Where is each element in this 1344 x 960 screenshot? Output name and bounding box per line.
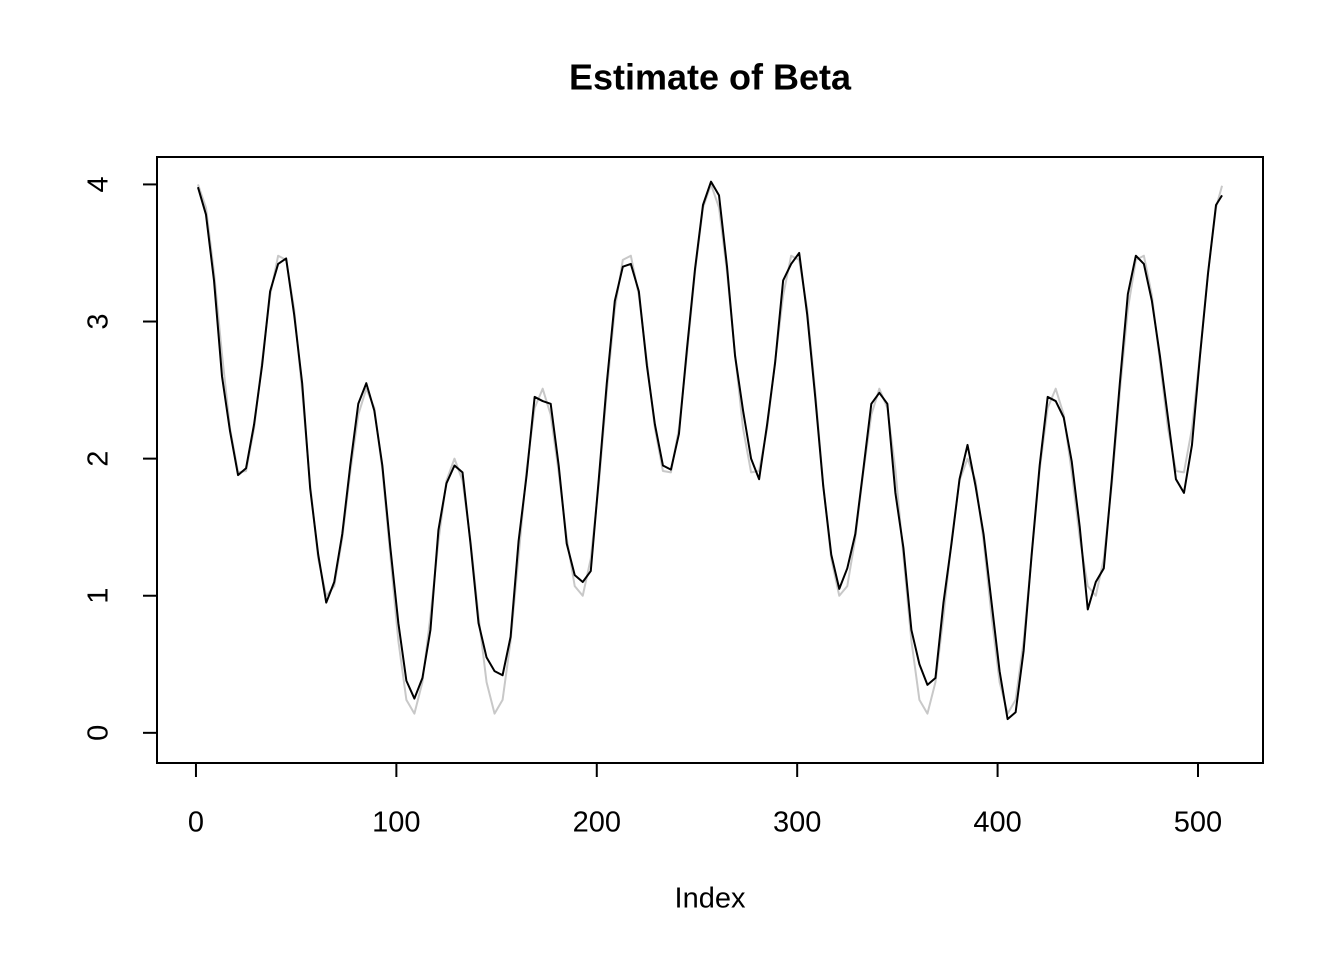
series-line [197, 180, 1223, 721]
chart-title: Estimate of Beta [569, 57, 852, 98]
y-tick-label: 3 [83, 313, 115, 329]
x-tick-label: 300 [773, 807, 821, 839]
x-tick-label: 400 [973, 807, 1021, 839]
y-tick-label: 1 [83, 588, 115, 604]
x-tick-label: 0 [188, 807, 204, 839]
y-tick-label: 0 [83, 725, 115, 741]
x-axis-label: Index [675, 883, 746, 915]
y-tick-label: 4 [83, 176, 115, 192]
x-tick-label: 200 [573, 807, 621, 839]
plot-frame [156, 156, 1264, 764]
y-tick-label: 2 [83, 451, 115, 467]
x-tick-label: 100 [372, 807, 420, 839]
x-tick-label: 500 [1174, 807, 1222, 839]
